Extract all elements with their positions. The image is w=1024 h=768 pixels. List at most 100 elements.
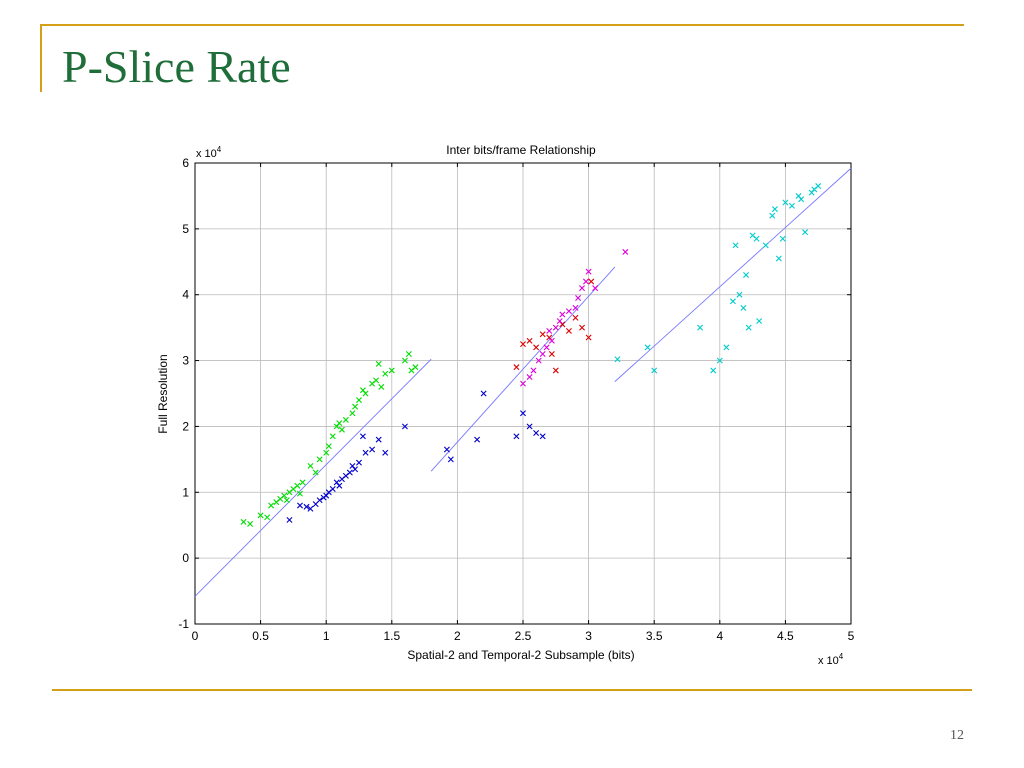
data-point	[336, 420, 343, 427]
data-point	[732, 242, 739, 249]
data-point	[513, 364, 520, 371]
data-point	[520, 341, 526, 348]
data-point	[378, 383, 385, 390]
data-point	[401, 357, 408, 364]
data-point	[575, 295, 582, 301]
data-point	[356, 459, 362, 466]
data-point	[775, 255, 782, 262]
x-tick-label: 1	[323, 629, 330, 643]
data-point	[375, 436, 382, 443]
data-point	[740, 304, 747, 311]
data-point	[572, 314, 579, 321]
data-point	[362, 390, 369, 397]
data-point	[539, 350, 546, 357]
data-point	[520, 380, 526, 387]
data-point	[526, 423, 533, 430]
data-point	[447, 456, 454, 463]
data-point	[352, 466, 359, 473]
x-scale-base: x 10	[818, 655, 839, 667]
data-point	[329, 486, 336, 492]
y-scale-exponent: 4	[217, 145, 222, 154]
data-point	[782, 199, 789, 206]
y-axis-label: Full Resolution	[156, 354, 170, 433]
chart-title: Inter bits/frame Relationship	[446, 143, 596, 157]
data-point	[579, 324, 586, 331]
x-tick-label: 3	[585, 629, 592, 643]
data-point	[247, 520, 254, 527]
data-point	[375, 360, 382, 367]
data-point	[388, 367, 395, 374]
data-point	[815, 183, 822, 190]
data-point	[543, 344, 550, 351]
data-point	[303, 503, 310, 510]
data-point	[342, 416, 349, 423]
data-point	[474, 436, 481, 443]
data-point	[548, 337, 555, 344]
data-point	[513, 433, 520, 440]
y-scale-label: x 104	[196, 145, 222, 160]
data-point	[530, 367, 537, 374]
data-point	[788, 202, 795, 209]
y-tick-label: 4	[182, 288, 189, 302]
data-point	[552, 324, 559, 331]
data-point	[769, 212, 776, 219]
data-point	[325, 443, 332, 450]
top-rule	[40, 24, 964, 26]
data-point	[559, 311, 566, 318]
data-point	[316, 497, 323, 504]
data-point	[697, 324, 704, 331]
data-point	[349, 410, 356, 417]
data-point	[382, 370, 389, 377]
data-point	[382, 449, 389, 456]
x-tick-label: 3.5	[646, 629, 663, 643]
data-point	[373, 377, 380, 384]
data-point	[582, 278, 589, 285]
data-point	[779, 235, 786, 242]
data-point	[356, 397, 362, 404]
data-point	[736, 291, 743, 298]
data-point	[802, 229, 809, 236]
x-scale-exponent: 4	[839, 652, 844, 661]
x-tick-label: 4.5	[777, 629, 794, 643]
x-tick-label: 2	[454, 629, 461, 643]
data-point	[762, 242, 769, 249]
data-point	[535, 357, 542, 364]
data-point	[585, 268, 592, 275]
data-point	[565, 308, 572, 315]
data-point	[753, 235, 760, 242]
data-point	[283, 497, 290, 504]
data-point	[729, 298, 736, 305]
data-point	[329, 433, 336, 440]
y-tick-label: 3	[182, 354, 189, 368]
data-point	[526, 337, 533, 344]
data-point	[405, 350, 412, 357]
data-point	[412, 364, 419, 371]
x-axis-label: Spatial-2 and Temporal-2 Subsample (bits…	[407, 648, 634, 662]
data-point	[268, 502, 275, 509]
data-point	[296, 502, 303, 509]
data-point	[539, 433, 546, 440]
data-point	[369, 446, 376, 453]
x-tick-label: 2.5	[515, 629, 532, 643]
x-tick-label: 1.5	[383, 629, 400, 643]
data-point	[240, 518, 247, 525]
fit-line	[194, 358, 432, 597]
data-point	[362, 449, 369, 456]
data-point	[526, 374, 533, 381]
data-point	[312, 469, 319, 476]
page-number: 12	[950, 728, 964, 743]
data-point	[299, 479, 306, 486]
data-point	[257, 512, 264, 519]
data-point	[756, 318, 763, 325]
data-point	[533, 344, 540, 351]
data-point	[588, 278, 595, 285]
data-point	[480, 390, 487, 397]
bottom-rule	[52, 689, 972, 691]
y-tick-label: 0	[182, 551, 189, 565]
slide-title: P-Slice Rate	[62, 41, 291, 92]
data-point	[743, 271, 750, 278]
x-tick-label: 5	[848, 629, 855, 643]
data-point	[294, 482, 301, 489]
